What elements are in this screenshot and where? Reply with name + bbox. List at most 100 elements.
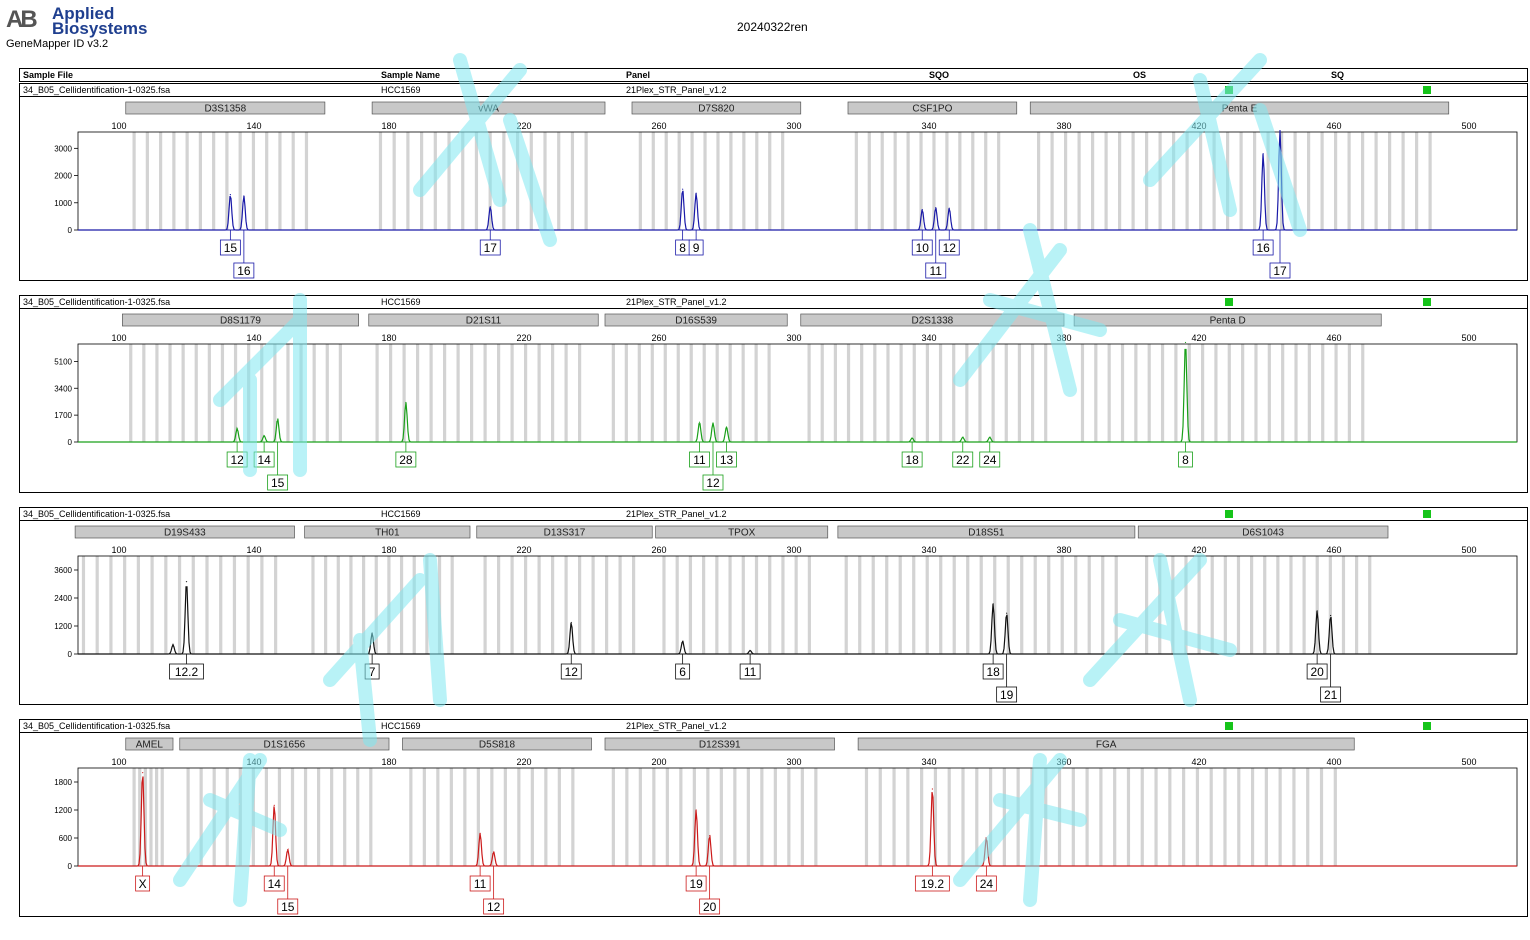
allele-box bbox=[135, 875, 151, 892]
allele-box bbox=[560, 663, 582, 680]
panel-name: 21Plex_STR_Panel_v1.2 bbox=[626, 721, 727, 731]
allele-label: 11 bbox=[744, 665, 757, 679]
x-tick-label: 100 bbox=[111, 545, 126, 555]
marker-box bbox=[857, 737, 1355, 751]
peak-apex bbox=[405, 401, 407, 404]
panel-name: 21Plex_STR_Panel_v1.2 bbox=[626, 509, 727, 519]
sqo-flag bbox=[1225, 722, 1233, 730]
peak-apex bbox=[371, 632, 373, 634]
x-tick-label: 100 bbox=[111, 757, 126, 767]
x-tick-label: 140 bbox=[246, 333, 261, 343]
peak-apex bbox=[921, 208, 923, 211]
x-tick-label: 100 bbox=[111, 333, 126, 343]
allele-label: 8 bbox=[679, 241, 686, 255]
allele-box bbox=[739, 663, 761, 680]
y-tick-label: 0 bbox=[68, 226, 73, 235]
allele-box bbox=[685, 875, 707, 892]
allele-box bbox=[169, 663, 204, 680]
allelic-bins bbox=[132, 132, 1432, 230]
marker-box bbox=[604, 313, 788, 327]
peak-apex bbox=[992, 603, 994, 605]
allele-label: 21 bbox=[1324, 688, 1338, 702]
marker-label: AMEL bbox=[136, 740, 164, 751]
sq-flag bbox=[1423, 722, 1431, 730]
y-tick-label: 1200 bbox=[54, 622, 72, 631]
run-title: 20240322ren bbox=[737, 20, 808, 34]
peak-apex bbox=[709, 835, 711, 837]
peak-apex bbox=[948, 207, 950, 209]
x-tick-label: 220 bbox=[516, 333, 531, 343]
allele-label: 16 bbox=[1256, 241, 1270, 255]
marker-label: D16S539 bbox=[675, 316, 717, 327]
sample-row: 34_B05_Cellidentification-1-0325.fsa HCC1… bbox=[19, 83, 1528, 97]
electropherogram-panel: AMEL D1S1656 D5S818 D12S391 FGA 100 140 180 220 2… bbox=[19, 732, 1528, 917]
sample-row: 34_B05_Cellidentification-1-0325.fsa HCC1… bbox=[19, 507, 1528, 521]
allele-box bbox=[716, 451, 737, 468]
allele-label: 6 bbox=[679, 665, 686, 679]
x-tick-label: 180 bbox=[381, 333, 396, 343]
y-tick-label: 0 bbox=[68, 862, 73, 871]
allele-label: 24 bbox=[983, 453, 997, 467]
x-tick-label: 260 bbox=[651, 545, 666, 555]
allele-box bbox=[675, 663, 691, 680]
allele-box bbox=[469, 875, 491, 892]
x-tick-label: 460 bbox=[1326, 333, 1341, 343]
marker-box bbox=[631, 101, 802, 115]
marker-label: D21S11 bbox=[466, 316, 502, 327]
x-tick-label: 140 bbox=[246, 757, 261, 767]
y-tick-label: 1700 bbox=[54, 411, 72, 420]
peak-apex bbox=[1006, 612, 1008, 614]
peak-apex bbox=[1279, 130, 1281, 132]
allele-label: 22 bbox=[956, 453, 970, 467]
col-panel: Panel bbox=[626, 70, 651, 80]
allele-label: 14 bbox=[268, 877, 282, 891]
allele-box bbox=[996, 686, 1018, 703]
sample-name: HCC1569 bbox=[381, 509, 421, 519]
sample-name: HCC1569 bbox=[381, 721, 421, 731]
y-tick-label: 1000 bbox=[54, 199, 72, 208]
peak-apex bbox=[287, 849, 289, 851]
panel-name: 21Plex_STR_Panel_v1.2 bbox=[626, 85, 727, 95]
y-tick-label: 600 bbox=[59, 834, 73, 843]
peak-apex bbox=[985, 837, 987, 839]
x-tick-label: 260 bbox=[651, 121, 666, 131]
peak-apex bbox=[1330, 614, 1332, 617]
ab-logo-mark: AB bbox=[6, 6, 38, 33]
x-tick-label: 380 bbox=[1056, 333, 1071, 343]
peak-apex bbox=[243, 195, 245, 197]
peak-apex bbox=[263, 435, 265, 437]
y-tick-label: 5100 bbox=[54, 357, 72, 366]
allele-label: 19.2 bbox=[921, 877, 945, 891]
panel-name: 21Plex_STR_Panel_v1.2 bbox=[626, 297, 727, 307]
allele-label: 7 bbox=[369, 665, 376, 679]
allele-box bbox=[702, 474, 724, 491]
sqo-flag bbox=[1225, 298, 1233, 306]
col-sqo: SQO bbox=[929, 70, 950, 80]
brand-name-line2: Biosystems bbox=[52, 19, 148, 38]
allele-label: 20 bbox=[703, 900, 717, 914]
allele-label: 11 bbox=[474, 877, 487, 891]
brand-name-line1: Applied bbox=[52, 4, 115, 23]
peak-apex bbox=[695, 809, 697, 811]
peak-apex bbox=[695, 192, 697, 194]
peak-apex bbox=[185, 581, 188, 583]
allele-label: 15 bbox=[281, 900, 295, 914]
table-header: Sample File Sample Name Panel SQO OS SQ bbox=[19, 68, 1528, 82]
marker-box bbox=[74, 525, 295, 539]
marker-box bbox=[368, 313, 599, 327]
marker-label: Penta D bbox=[1210, 316, 1246, 327]
y-tick-label: 0 bbox=[68, 438, 73, 447]
allele-box bbox=[952, 451, 974, 468]
sqo-flag bbox=[1225, 510, 1233, 518]
applied-biosystems-logo: AB Applied Biosystems GeneMapper ID v3.2 bbox=[6, 4, 148, 52]
x-tick-label: 260 bbox=[651, 333, 666, 343]
sample-row: 34_B05_Cellidentification-1-0325.fsa HCC1… bbox=[19, 719, 1528, 733]
allele-box bbox=[1269, 262, 1291, 279]
y-tick-label: 2400 bbox=[54, 594, 72, 603]
y-tick-label: 2000 bbox=[54, 172, 72, 181]
allele-label: 15 bbox=[224, 241, 238, 255]
x-tick-label: 180 bbox=[381, 545, 396, 555]
allele-label: 12 bbox=[943, 241, 957, 255]
col-sample-name: Sample Name bbox=[381, 70, 441, 80]
allele-label: 11 bbox=[693, 453, 706, 467]
